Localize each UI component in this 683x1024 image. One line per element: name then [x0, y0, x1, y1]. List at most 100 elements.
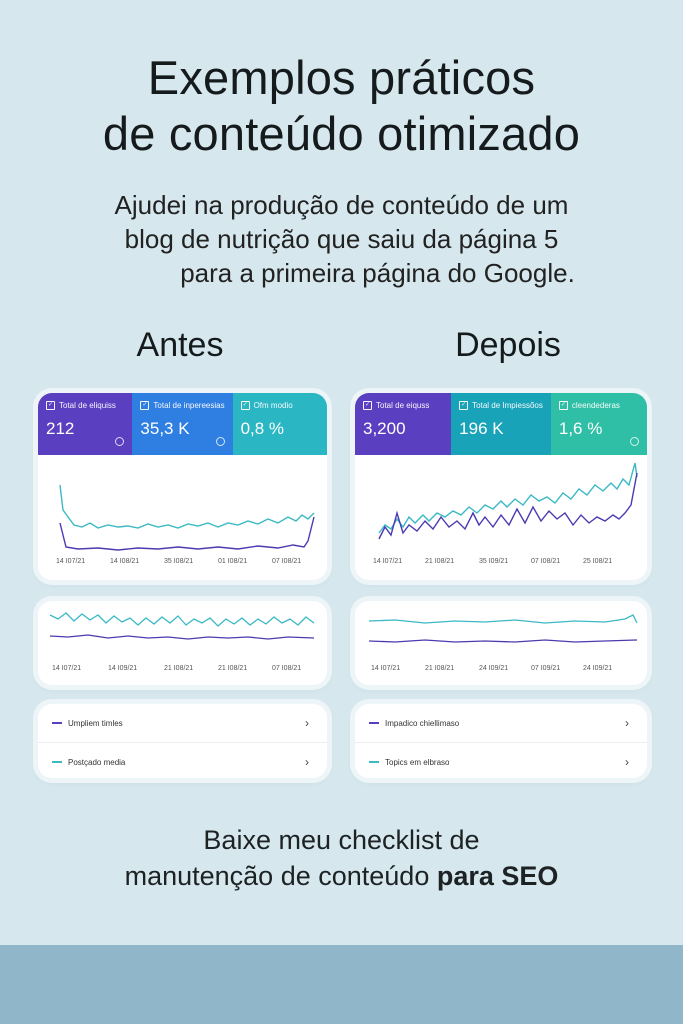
after-trend-card: 14 I07/21 21 I08/21 24 I09/21 07 I09/21 … — [355, 601, 647, 685]
before-heading: Antes — [136, 326, 224, 364]
checkbox-icon: ✓ — [558, 401, 568, 410]
after-legend-row-topics[interactable]: Topics em elbraso › — [355, 743, 647, 778]
before-series-clicks — [59, 516, 315, 551]
checkbox-icon: ✓ — [240, 401, 250, 410]
chevron-right-icon: › — [305, 755, 309, 769]
metric-label: Total de inpereesias — [153, 401, 225, 410]
intro-line-3: para a primeira página do Google. — [180, 258, 575, 288]
legend-label: Topics em elbraso — [385, 757, 450, 767]
after-legend-card: Impadico chiellimaso › Topics em elbraso… — [355, 704, 647, 778]
before-metric-clicks[interactable]: ✓ Total de eliquiss 212 — [38, 393, 133, 455]
legend-swatch — [52, 722, 62, 724]
before-legend-row-position[interactable]: Postçado media › — [38, 743, 327, 778]
x-tick: 07 I08/21 — [272, 665, 302, 672]
x-tick: 24 I09/21 — [583, 665, 613, 672]
x-tick: 35 I09/21 — [479, 558, 509, 565]
before-mini-series-impressions — [49, 612, 315, 627]
metric-label: Ofm modio — [253, 401, 293, 410]
chevron-right-icon: › — [305, 716, 309, 730]
metric-label: cleendederas — [571, 401, 620, 410]
help-circle-icon — [630, 437, 640, 446]
after-mini-series-clicks — [368, 639, 638, 643]
x-tick: 14 I07/21 — [371, 665, 401, 672]
cta-line-1: Baixe meu checklist de — [203, 825, 480, 855]
intro-line-1: Ajudei na produção de conteúdo de um — [114, 190, 569, 220]
x-tick: 07 I09/21 — [531, 665, 561, 672]
footer-band — [0, 945, 683, 1024]
after-metric-clicks[interactable]: ✓ Total de eiquss 3,200 — [355, 393, 452, 455]
title-line-1: Exemplos práticos — [147, 51, 536, 104]
x-tick: 01 I08/21 — [218, 558, 248, 565]
legend-label: Postçado media — [68, 757, 126, 767]
metric-label: Total de eliquiss — [59, 401, 116, 410]
cta-line-2: manutenção de conteúdo para SEO — [0, 858, 683, 894]
x-tick: 35 I08/21 — [164, 558, 194, 565]
legend-swatch — [369, 722, 379, 724]
metric-value: 0,8 % — [240, 419, 285, 438]
metric-value: 212 — [46, 419, 75, 438]
after-main-chart: 14 I07/21 21 I08/21 35 I09/21 07 I08/21 … — [355, 455, 647, 565]
x-tick: 14 I08/21 — [110, 558, 140, 565]
metric-label: Total de eiquss — [376, 401, 430, 410]
chevron-right-icon: › — [625, 755, 629, 769]
after-heading: Depois — [455, 326, 561, 364]
x-tick: 25 I08/21 — [583, 558, 613, 565]
legend-swatch — [369, 761, 379, 763]
x-tick: 21 I08/21 — [164, 665, 194, 672]
help-circle-icon — [115, 437, 125, 446]
x-tick: 14 I07/21 — [373, 558, 403, 565]
legend-label: Impadico chiellimaso — [385, 718, 460, 728]
before-mini-chart — [49, 612, 315, 640]
before-legend-row-clicks[interactable]: Umpliem timles › — [38, 704, 327, 743]
x-tick: 21 I08/21 — [425, 665, 455, 672]
legend-swatch — [52, 761, 62, 763]
x-tick: 14 I09/21 — [108, 665, 138, 672]
chevron-right-icon: › — [625, 716, 629, 730]
x-tick: 21 I08/21 — [425, 558, 455, 565]
cta-line-2-text: manutenção de conteúdo — [124, 861, 437, 891]
x-tick: 24 I09/21 — [479, 665, 509, 672]
after-mini-series-impressions — [368, 614, 638, 624]
x-tick: 14 I07/21 — [56, 558, 86, 565]
call-to-action: Baixe meu checklist de manutenção de con… — [0, 822, 683, 894]
checkbox-icon: ✓ — [140, 401, 150, 410]
intro-line-2: blog de nutrição que saiu da página 5 — [124, 224, 559, 254]
after-metric-ctr[interactable]: ✓ cleendederas 1,6 % — [550, 393, 647, 455]
after-metric-impressions[interactable]: ✓ Total de Impiessõos 196 K — [451, 393, 551, 455]
after-line-chart — [378, 462, 638, 540]
before-metric-impressions[interactable]: ✓ Total de inpereesias 35,3 K — [132, 393, 233, 455]
before-metric-ctr[interactable]: ✓ Ofm modio 0,8 % — [232, 393, 327, 455]
before-metrics: ✓ Total de eliquiss 212 ✓ Total de inperee… — [38, 393, 327, 455]
checkbox-icon: ✓ — [459, 401, 469, 410]
x-tick: 14 I07/21 — [52, 665, 82, 672]
before-line-chart — [59, 484, 315, 551]
help-circle-icon — [215, 437, 225, 446]
x-tick: 21 I08/21 — [218, 665, 248, 672]
x-tick: 07 I08/21 — [531, 558, 561, 565]
after-legend-row-clicks[interactable]: Impadico chiellimaso › — [355, 704, 647, 743]
metric-value: 1,6 % — [558, 419, 603, 438]
before-mini-series-clicks — [49, 634, 315, 640]
page-title: Exemplos práticos de conteúdo otimizado — [0, 50, 683, 162]
before-trend-card: 14 I07/21 14 I09/21 21 I08/21 21 I08/21 … — [38, 601, 327, 685]
after-series-clicks — [378, 472, 638, 540]
checkbox-icon: ✓ — [46, 401, 55, 410]
metric-value: 35,3 K — [140, 419, 190, 438]
intro-text: Ajudei na produção de conteúdo de um blo… — [0, 188, 683, 290]
cta-line-2-bold: para SEO — [436, 861, 559, 891]
before-performance-card: ✓ Total de eliquiss 212 ✓ Total de inperee… — [38, 393, 327, 580]
checkbox-icon: ✓ — [363, 401, 372, 410]
before-main-chart: 14 I07/21 14 I08/21 35 I08/21 01 I08/21 … — [38, 455, 327, 565]
metric-value: 3,200 — [363, 419, 406, 438]
metric-label: Total de Impiessõos — [472, 401, 543, 410]
legend-label: Umpliem timles — [68, 718, 123, 728]
after-metrics: ✓ Total de eiquss 3,200 ✓ Total de Impiess… — [355, 393, 647, 455]
after-series-impressions — [378, 462, 638, 534]
after-mini-chart — [368, 614, 638, 643]
metric-value: 196 K — [459, 419, 504, 438]
after-performance-card: ✓ Total de eiquss 3,200 ✓ Total de Impiess… — [355, 393, 647, 580]
x-tick: 07 I08/21 — [272, 558, 302, 565]
before-legend-card: Umpliem timles › Postçado media › — [38, 704, 327, 778]
title-line-2: de conteúdo otimizado — [102, 107, 581, 160]
before-series-impressions — [59, 484, 315, 529]
